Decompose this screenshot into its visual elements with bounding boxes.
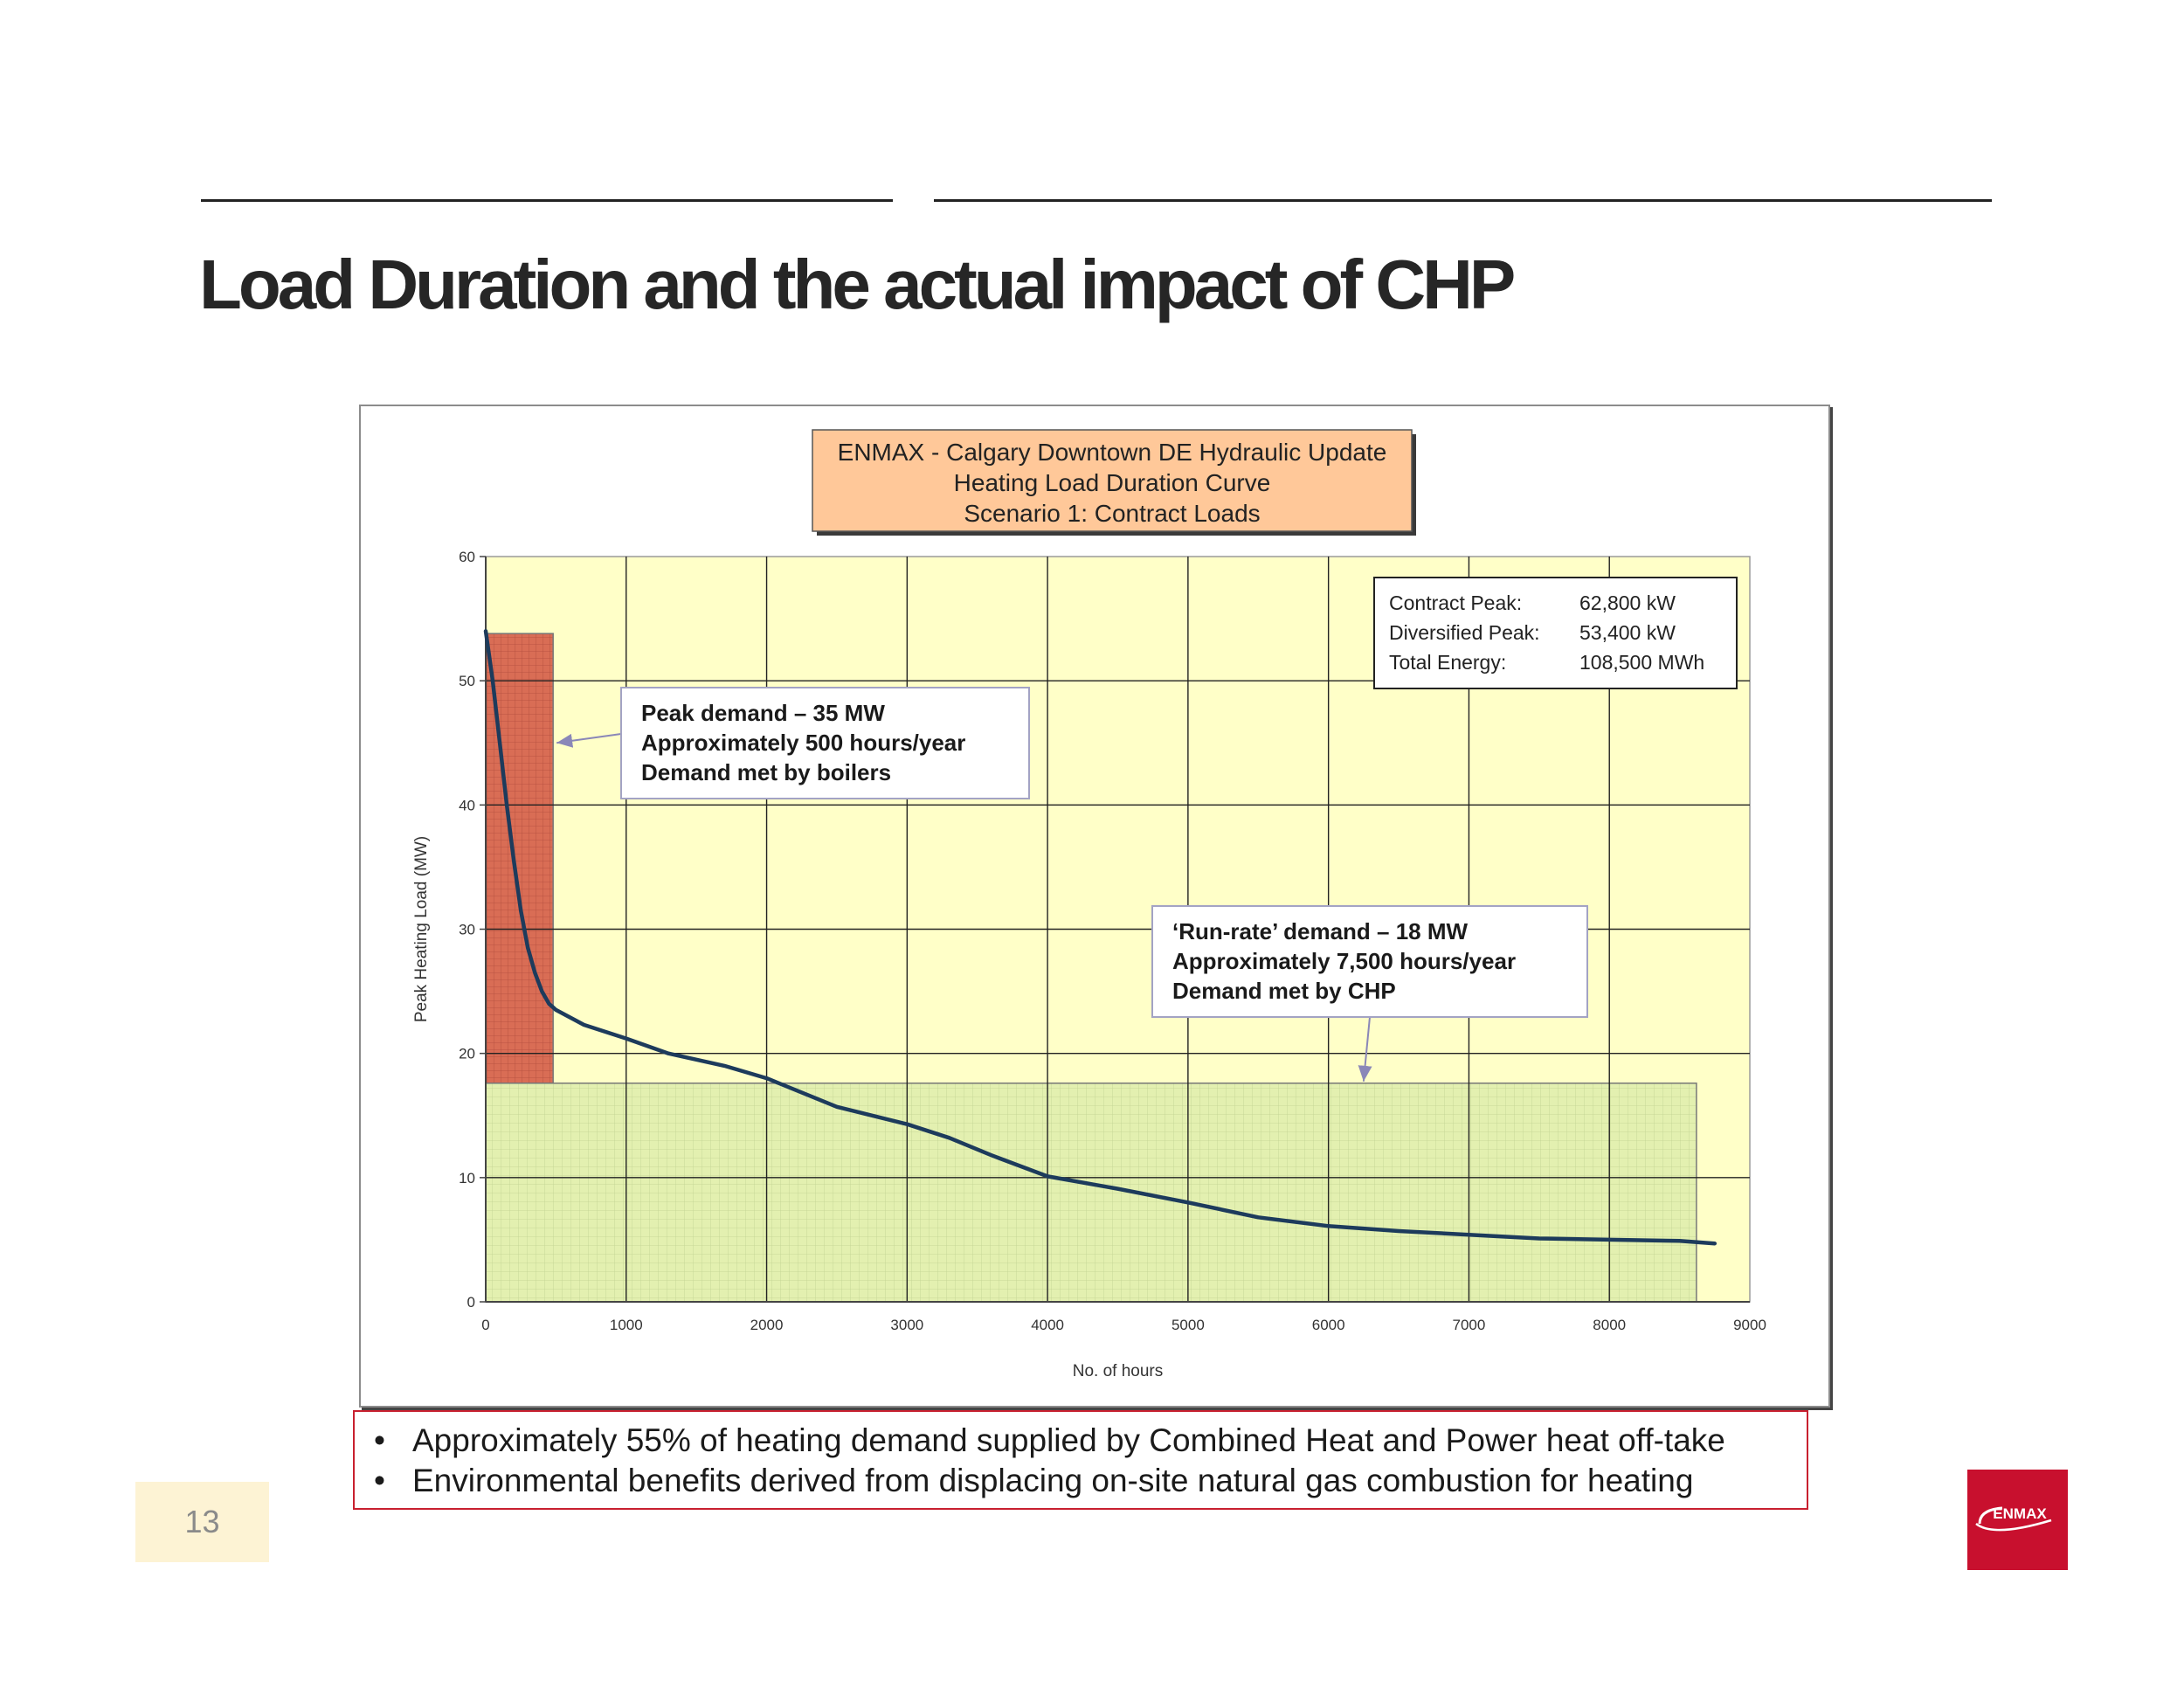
page-number-text: 13 (184, 1504, 220, 1539)
info-box-label: Contract Peak: (1389, 591, 1522, 614)
info-box-label: Diversified Peak: (1389, 621, 1540, 644)
chart-title-line-1: ENMAX - Calgary Downtown DE Hydraulic Up… (838, 439, 1387, 466)
chp-region (485, 1083, 1697, 1303)
logo-wordmark: ENMAX (1993, 1505, 2047, 1522)
x-tick-label: 8000 (1593, 1317, 1626, 1333)
y-tick-label: 50 (459, 673, 475, 689)
chart-title-box: ENMAX - Calgary Downtown DE Hydraulic Up… (812, 429, 1416, 536)
enmax-logo-mark: ENMAX (1975, 1505, 2052, 1532)
x-axis-title: No. of hours (1073, 1362, 1164, 1380)
y-tick-label: 60 (459, 549, 475, 565)
info-box-value: 62,800 kW (1579, 591, 1676, 614)
annotation-box (1151, 905, 1588, 1018)
load-duration-curve (483, 629, 1717, 1246)
annotation-arrow (1358, 1016, 1372, 1082)
y-axis-title: Peak Heating Load (MW) (412, 836, 431, 1022)
annotation-line: ‘Run-rate’ demand – 18 MW (1172, 918, 1469, 944)
bullet-text-2: Environmental benefits derived from disp… (412, 1463, 1694, 1498)
annotation-box (620, 687, 1030, 799)
chart-title-line-2: Heating Load Duration Curve (954, 469, 1271, 496)
y-tick-label: 10 (459, 1170, 475, 1186)
chart-info-box: Contract Peak: 62,800 kW Diversified Peak:… (1373, 577, 1738, 689)
x-tick-label: 6000 (1312, 1317, 1345, 1333)
annotation-line: Approximately 7,500 hours/year (1172, 948, 1516, 974)
x-tick-label: 9000 (1733, 1317, 1766, 1333)
enmax-logo: ENMAX (1967, 1470, 2068, 1570)
slide-title: Load Duration and the actual impact of C… (199, 246, 1516, 323)
load-duration-chart: 0 1000 2000 3000 4000 5000 6000 7000 8000 9000 0 10… (412, 429, 1766, 1380)
bullet-symbol: • (374, 1422, 385, 1458)
chart-title-bg (812, 429, 1413, 532)
x-tick-label: 4000 (1031, 1317, 1064, 1333)
y-tick-label: 0 (467, 1294, 475, 1311)
info-box-value: 108,500 MWh (1579, 651, 1704, 674)
annotation-line: Demand met by boilers (641, 759, 891, 785)
info-box-value: 53,400 kW (1579, 621, 1676, 644)
chart-title-line-3: Scenario 1: Contract Loads (964, 500, 1260, 527)
x-tick-label: 0 (481, 1317, 489, 1333)
info-box-bg (1373, 577, 1738, 689)
bullet-symbol: • (374, 1463, 385, 1498)
y-tick-label: 20 (459, 1046, 475, 1062)
annotation-line: Peak demand – 35 MW (641, 700, 885, 726)
summary-bullet-2: • Environmental benefits derived from di… (374, 1463, 1807, 1503)
info-box-label: Total Energy: (1389, 651, 1506, 674)
chart-figure: 0 1000 2000 3000 4000 5000 6000 7000 8000 9000 0 10… (359, 405, 1830, 1408)
y-tick-label: 30 (459, 922, 475, 938)
summary-bullet-1: • Approximately 55% of heating demand su… (374, 1422, 1807, 1463)
annotation-arrow (556, 733, 622, 748)
annotation-line: Approximately 500 hours/year (641, 730, 965, 756)
annotation-2: ‘Run-rate’ demand – 18 MW Approximately 7… (1151, 905, 1588, 1082)
page-number: 13 (135, 1482, 269, 1562)
x-tick-label: 2000 (750, 1317, 784, 1333)
x-tick-label: 3000 (890, 1317, 923, 1333)
header-rule-left (201, 199, 893, 202)
x-tick-label: 7000 (1453, 1317, 1486, 1333)
annotation-1: Peak demand – 35 MW Approximately 500 hou… (556, 687, 1030, 799)
header-rule-right (934, 199, 1992, 202)
annotation-line: Demand met by CHP (1172, 978, 1396, 1004)
summary-box: • Approximately 55% of heating demand su… (353, 1410, 1808, 1510)
bullet-text-1: Approximately 55% of heating demand supp… (412, 1422, 1725, 1458)
x-tick-label: 1000 (610, 1317, 643, 1333)
x-tick-label: 5000 (1171, 1317, 1205, 1333)
y-tick-label: 40 (459, 797, 475, 813)
